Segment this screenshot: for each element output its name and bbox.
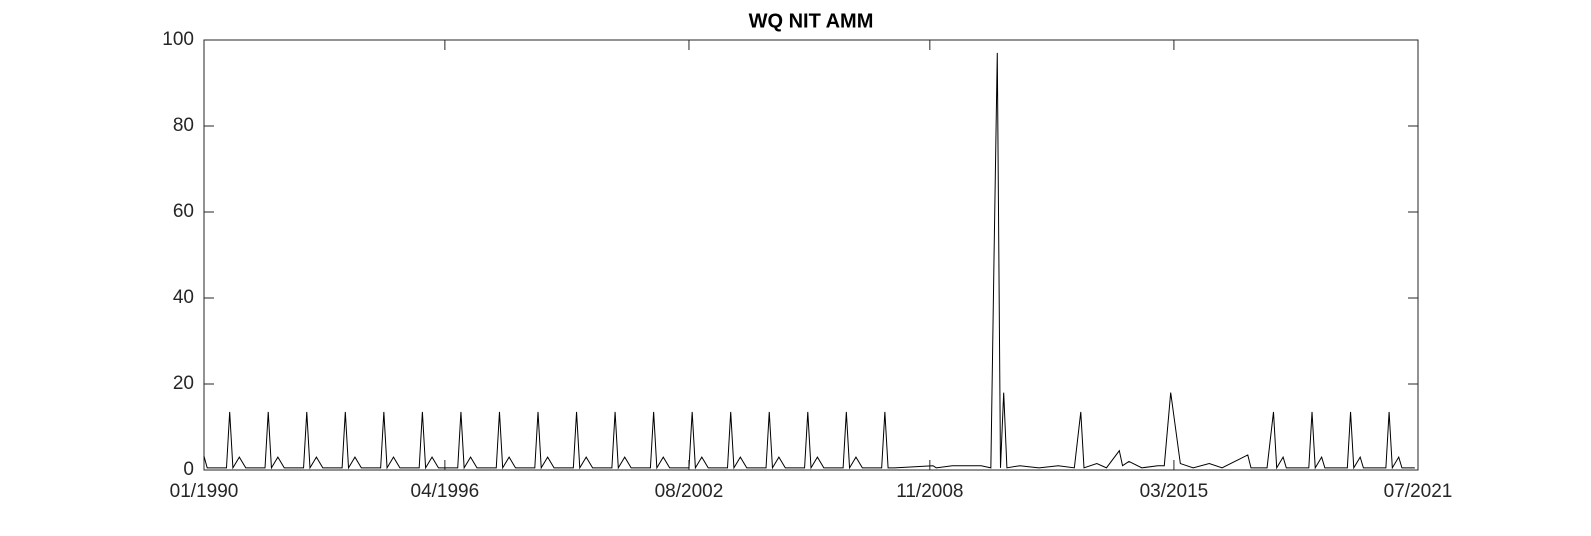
data-line: [203, 52, 1415, 470]
y-tick-label: 0: [183, 459, 194, 480]
chart-title: WQ NIT AMM: [749, 10, 874, 32]
y-tick-label: 100: [162, 29, 194, 50]
x-tick-label: 04/1996: [411, 481, 480, 502]
y-tick-label: 80: [173, 115, 194, 136]
x-tick-label: 11/2008: [896, 481, 963, 502]
plot-box: [203, 39, 1419, 471]
y-tick-label: 60: [173, 201, 194, 222]
x-tick-label: 01/1990: [170, 481, 239, 502]
x-tick-label: 03/2015: [1140, 481, 1209, 502]
x-tick-label: 08/2002: [655, 481, 724, 502]
x-tick-label: 07/2021: [1384, 481, 1453, 502]
y-tick-label: 40: [173, 287, 194, 308]
y-tick-label: 20: [173, 373, 194, 394]
